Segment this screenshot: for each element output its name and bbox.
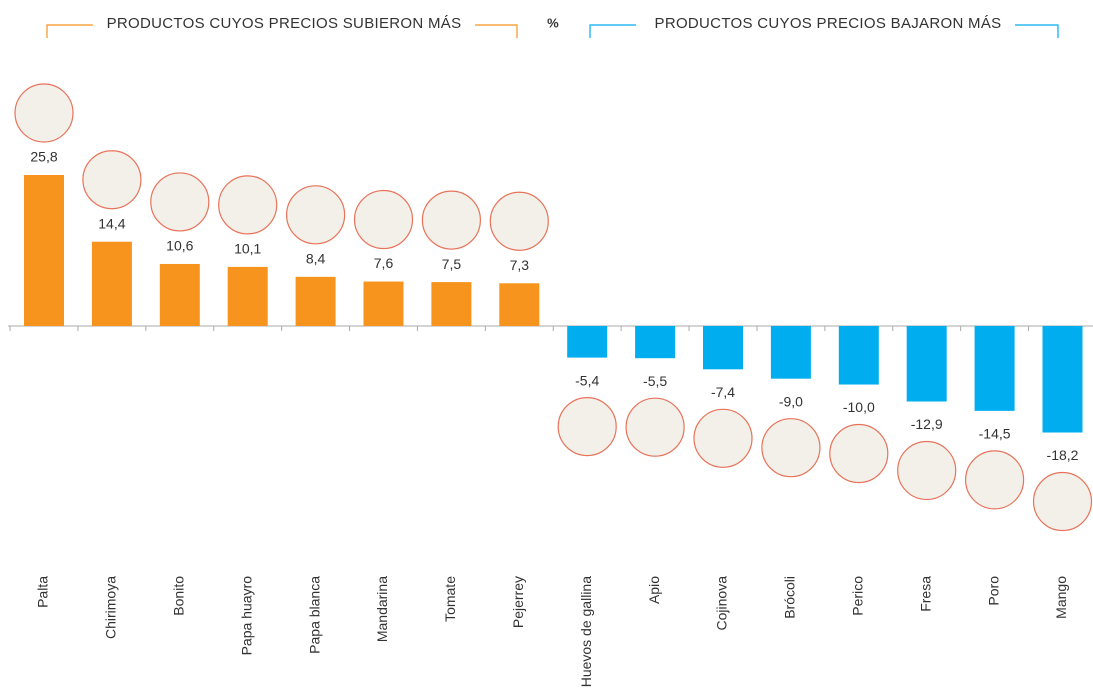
value-label: -5,5 <box>643 373 667 389</box>
x-tick-label: Poro <box>985 576 1001 606</box>
x-tick-label: Brócoli <box>782 576 798 619</box>
bracket <box>46 24 93 38</box>
bar <box>838 326 879 385</box>
product-icon <box>421 190 481 250</box>
value-label: -7,4 <box>711 384 735 400</box>
value-label: 7,6 <box>374 255 394 271</box>
bracket <box>475 24 518 38</box>
x-tick-label: Tomate <box>442 576 458 622</box>
x-tick-label: Apio <box>646 576 662 604</box>
product-icon <box>1032 471 1093 532</box>
value-label: -14,5 <box>979 426 1011 442</box>
product-icon <box>353 189 414 250</box>
bar <box>24 175 64 326</box>
x-tick-label: Papa huayro <box>238 576 254 656</box>
value-label: 10,6 <box>166 238 193 254</box>
bracket <box>1015 24 1059 38</box>
bar <box>1042 326 1083 433</box>
product-icon <box>218 175 278 235</box>
bar <box>499 283 540 326</box>
value-label: -5,4 <box>575 372 599 388</box>
bar <box>431 282 472 326</box>
product-icon <box>150 172 210 232</box>
bar <box>363 281 404 326</box>
bar <box>567 326 608 358</box>
x-tick-label: Mandarina <box>374 576 390 642</box>
product-icon <box>897 440 957 501</box>
x-tick-label: Papa blanca <box>306 576 322 654</box>
header-left: PRODUCTOS CUYOS PRECIOS SUBIERON MÁS <box>107 15 462 32</box>
bar <box>159 263 200 326</box>
product-icon <box>625 397 685 457</box>
product-icon <box>829 423 889 484</box>
product-icon <box>82 150 142 210</box>
x-tick-label: Pejerrey <box>510 576 526 628</box>
x-tick-label: Bonito <box>171 576 187 616</box>
header-right: PRODUCTOS CUYOS PRECIOS BAJARON MÁS <box>655 15 1002 32</box>
value-label: -10,0 <box>843 399 875 415</box>
product-icon <box>489 191 549 251</box>
value-label: 10,1 <box>234 241 261 257</box>
value-label: 14,4 <box>98 215 125 231</box>
bar <box>227 266 268 326</box>
x-tick-label: Perico <box>850 576 866 616</box>
product-icon <box>286 185 346 245</box>
value-label: -18,2 <box>1047 447 1079 463</box>
header <box>46 24 1059 38</box>
product-icon <box>557 397 617 457</box>
bar <box>770 326 811 379</box>
product-icon <box>964 450 1025 510</box>
value-label: 7,5 <box>442 256 462 272</box>
x-tick-label: Fresa <box>917 576 933 612</box>
bar <box>635 326 676 359</box>
product-icon <box>693 408 753 468</box>
bar <box>295 276 336 326</box>
unit: % <box>547 15 559 30</box>
x-tick-label: Mango <box>1053 576 1069 619</box>
value-label: -12,9 <box>911 416 943 432</box>
x-tick-label: Huevos de gallina <box>578 576 594 688</box>
bar <box>974 326 1015 411</box>
value-label: 8,4 <box>306 251 326 267</box>
bar <box>703 326 743 370</box>
product-icon <box>761 418 821 478</box>
bar <box>91 241 132 326</box>
value-label: -9,0 <box>779 393 803 409</box>
product-icon <box>14 83 74 143</box>
bracket <box>589 24 636 38</box>
value-label: 25,8 <box>30 149 57 165</box>
value-label: 7,3 <box>510 257 530 273</box>
x-tick-label: Cojinova <box>714 576 730 631</box>
bar <box>906 326 947 402</box>
x-tick-label: Palta <box>35 576 51 608</box>
x-tick-label: Chirimoya <box>103 576 119 639</box>
